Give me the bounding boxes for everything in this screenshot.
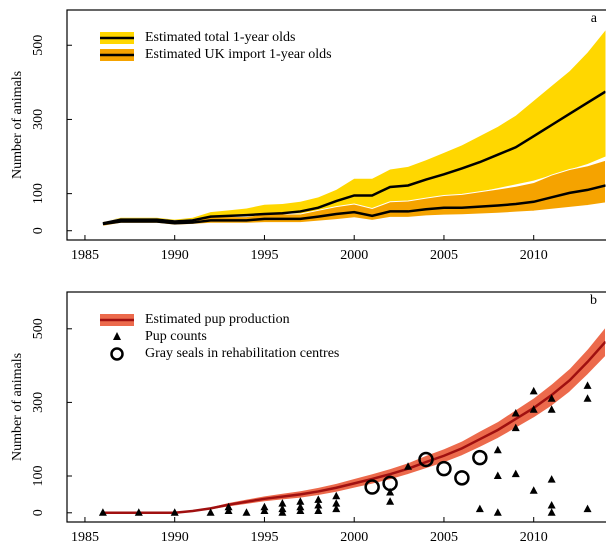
legend-swatch [110,347,124,361]
panel: 0 100 300 500 1985 1990 1995 2000 2005 2010 Number… [10,9,606,263]
y-axis-label: Number of animals [10,353,25,461]
x-tick-label: 1990 [161,248,189,263]
point [436,460,452,477]
point [511,408,520,417]
x-tick-label: 1985 [71,248,99,263]
point [206,508,215,516]
point [493,508,502,516]
point [332,491,341,500]
x-tick-label: 2005 [430,248,458,263]
point [547,508,556,516]
point [547,475,556,483]
point [583,381,592,389]
point [314,495,323,503]
point [547,394,556,402]
point [454,470,470,486]
panel-label: a [591,11,598,26]
y-tick-label: 100 [31,183,46,204]
legend-label: Estimated UK import 1-year olds [145,47,332,62]
point [475,504,484,513]
axes-frame [66,291,606,523]
point [170,508,179,516]
x-tick-label: 1995 [250,530,278,545]
point [547,405,556,413]
point [260,506,269,514]
x-tick-label: 1990 [161,530,189,545]
y-tick-label: 300 [31,392,46,413]
point [224,506,233,514]
point [314,500,323,509]
point [511,423,520,432]
point [583,394,592,402]
plot-area [98,326,606,516]
point [296,506,305,514]
panel-label: b [590,293,597,308]
point [493,471,502,479]
legend-label: Estimated total 1-year olds [145,30,295,45]
plot-area [102,30,606,227]
point [529,405,538,413]
point [242,508,251,516]
x-tick-label: 2010 [520,530,548,545]
band [102,30,606,226]
point [493,445,502,454]
point [134,508,143,516]
point [278,508,287,516]
line [102,184,606,226]
x-tick-label: 1995 [250,248,278,263]
point [332,499,341,507]
point [296,497,305,505]
x-tick-label: 2000 [340,248,368,263]
point [332,504,341,513]
panel: 0 100 300 500 1985 1990 1995 2000 2005 2010 Number… [10,291,606,545]
y-axis-label: Number of animals [10,71,25,179]
point [583,504,592,513]
y-tick-label: 500 [31,318,46,339]
point [418,451,434,468]
axes-frame [66,9,606,241]
x-tick-label: 2000 [340,530,368,545]
point [98,508,107,516]
point [382,475,398,492]
point [278,499,287,507]
point [404,462,413,470]
y-tick-label: 300 [31,109,46,130]
y-tick-label: 0 [31,227,46,234]
line [102,90,606,225]
point [547,500,556,509]
point [529,386,538,395]
point [364,479,380,495]
point [472,449,488,466]
legend-swatch [113,332,121,340]
x-tick-label: 1985 [71,530,99,545]
x-tick-label: 2010 [520,248,548,263]
point [386,497,395,505]
point [511,469,520,478]
point [314,506,323,514]
legend-label: Pup counts [145,329,207,344]
band [102,326,606,514]
point [529,486,538,494]
point [386,488,395,496]
x-tick-label: 2005 [430,530,458,545]
y-tick-label: 500 [31,35,46,56]
line [102,340,606,515]
legend-label: Gray seals in rehabilitation centres [145,346,339,361]
y-tick-label: 100 [31,466,46,487]
legend-label: Estimated pup production [145,312,290,327]
y-tick-label: 0 [31,509,46,516]
